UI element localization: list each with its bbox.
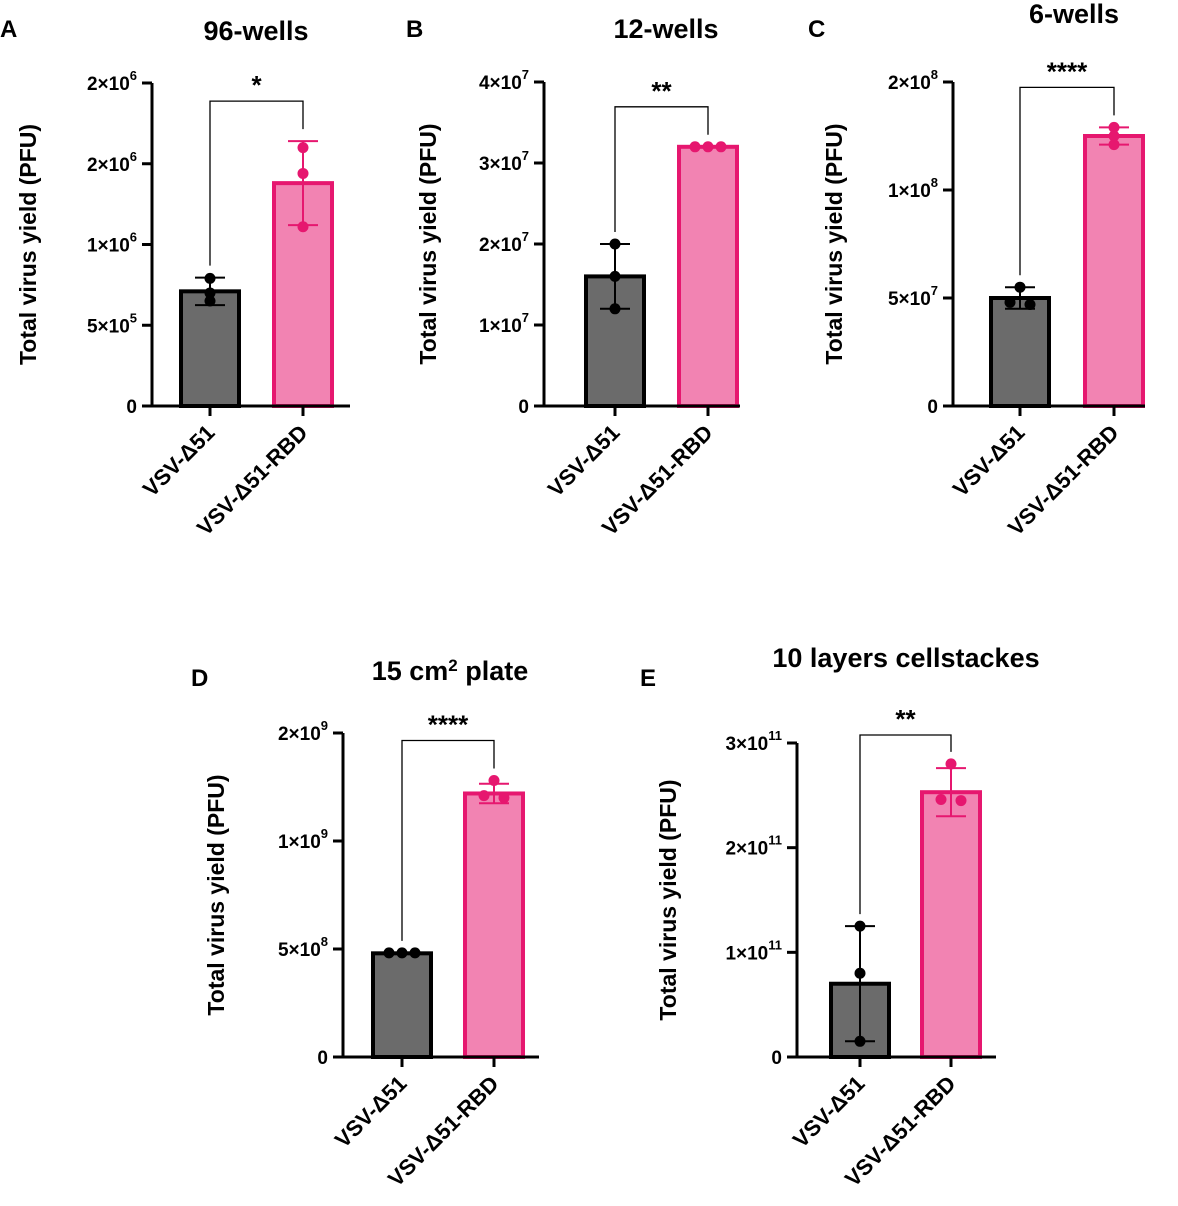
y-tick-label: 3×1011 [725,728,782,755]
bar-vsv-d51 [179,289,241,408]
y-tick-label: 2×108 [888,67,938,94]
chart-panel-e: E 10 layers cellstackes Total virus yield … [640,643,1040,1191]
bar-vsv-d51-rbd [677,144,739,409]
significance-bracket [614,106,709,232]
y-tick-label: 2×109 [278,718,328,745]
y-axis-label: Total virus yield (PFU) [15,124,41,365]
data-point [609,270,621,282]
y-tick-label: 0 [126,397,137,418]
chart-title: 96-wells [203,16,308,46]
x-category-label: VSV-Δ51 [330,1071,412,1153]
data-point [702,141,714,153]
data-point [689,141,701,153]
bar-vsv-d51-rbd [463,791,525,1059]
data-point [955,795,967,807]
data-point [204,272,216,284]
panel-letter: E [640,665,656,692]
panel-letter: C [808,16,825,43]
data-point [1024,298,1036,310]
y-tick-label: 1×106 [87,230,137,257]
data-point [854,1035,866,1047]
data-point [1108,130,1120,142]
significance-bracket [859,734,952,915]
y-tick-label: 0 [317,1048,328,1069]
significance-marker: ** [651,76,672,106]
bar-vsv-d51 [371,951,433,1060]
chart-panel-b: B 12-wells Total virus yield (PFU) 0 1×107 2×… [406,14,740,540]
y-tick-label: 1×108 [888,175,938,202]
y-axis-label: Total virus yield (PFU) [203,774,229,1015]
data-point [854,920,866,932]
chart-title: 15 cm2 plate [372,656,529,687]
chart-panel-d: D 15 cm2 plate Total virus yield (PFU) 0 5×1… [191,656,539,1191]
y-tick-label: 1×107 [479,310,529,337]
data-point [488,775,500,787]
y-tick-label: 4×107 [479,67,529,94]
data-point [204,287,216,299]
data-point [945,758,957,770]
data-point [1108,121,1120,133]
significance-marker: **** [428,710,469,740]
y-tick-label: 5×108 [278,934,328,961]
significance-bracket [401,739,495,941]
y-tick-label: 0 [771,1048,782,1069]
panel-letter: B [406,16,423,43]
y-tick-label: 2×1011 [725,833,782,860]
y-tick-label: 3×107 [479,148,529,175]
y-tick-label: 2×106 [87,68,137,95]
x-category-label: VSV-Δ51 [948,420,1030,502]
data-point [409,947,421,959]
y-axis-label: Total virus yield (PFU) [655,779,681,1020]
x-category-label: VSV-Δ51 [138,420,220,502]
data-point [609,238,621,250]
significance-marker: ** [895,704,916,734]
x-category-label: VSV-Δ51 [543,420,625,502]
significance-bracket [1019,86,1115,276]
chart-panel-a: A 96-wells Total virus yield (PFU) 0 5×105 1×… [0,16,350,540]
y-tick-label: 0 [927,397,938,418]
chart-title: 12-wells [613,14,718,44]
data-point [383,947,395,959]
data-point [609,303,621,315]
y-tick-label: 2×106 [87,149,137,176]
data-point [297,167,309,179]
data-point [854,967,866,979]
data-point [396,947,408,959]
data-point [935,794,947,806]
data-point [478,790,490,802]
chart-title: 6-wells [1029,0,1119,29]
significance-marker: **** [1047,56,1088,86]
y-axis-label: Total virus yield (PFU) [415,123,441,364]
y-tick-label: 5×107 [888,283,938,310]
data-point [204,295,216,307]
chart-panel-c: C 6-wells Total virus yield (PFU) 0 5×107 1×1… [808,0,1145,540]
data-point [1014,281,1026,293]
panel-letter: D [191,665,208,692]
x-category-label: VSV-Δ51 [788,1071,870,1153]
y-tick-label: 0 [518,397,529,418]
significance-marker: * [251,70,262,100]
chart-title: 10 layers cellstackes [772,643,1039,673]
data-point [1004,296,1016,308]
bar-vsv-d51 [989,296,1051,408]
significance-bracket [209,100,304,266]
data-point [715,141,727,153]
bar-vsv-d51-rbd [1083,134,1145,408]
data-point [297,221,309,233]
y-tick-label: 2×107 [479,229,529,256]
panel-letter: A [0,16,17,43]
y-tick-label: 1×109 [278,826,328,853]
y-axis-label: Total virus yield (PFU) [821,123,847,364]
y-tick-label: 5×105 [87,310,137,337]
bar-vsv-d51-rbd [920,790,982,1060]
y-tick-label: 1×1011 [725,937,782,964]
data-point [498,792,510,804]
data-point [1108,139,1120,151]
data-point [297,142,309,154]
